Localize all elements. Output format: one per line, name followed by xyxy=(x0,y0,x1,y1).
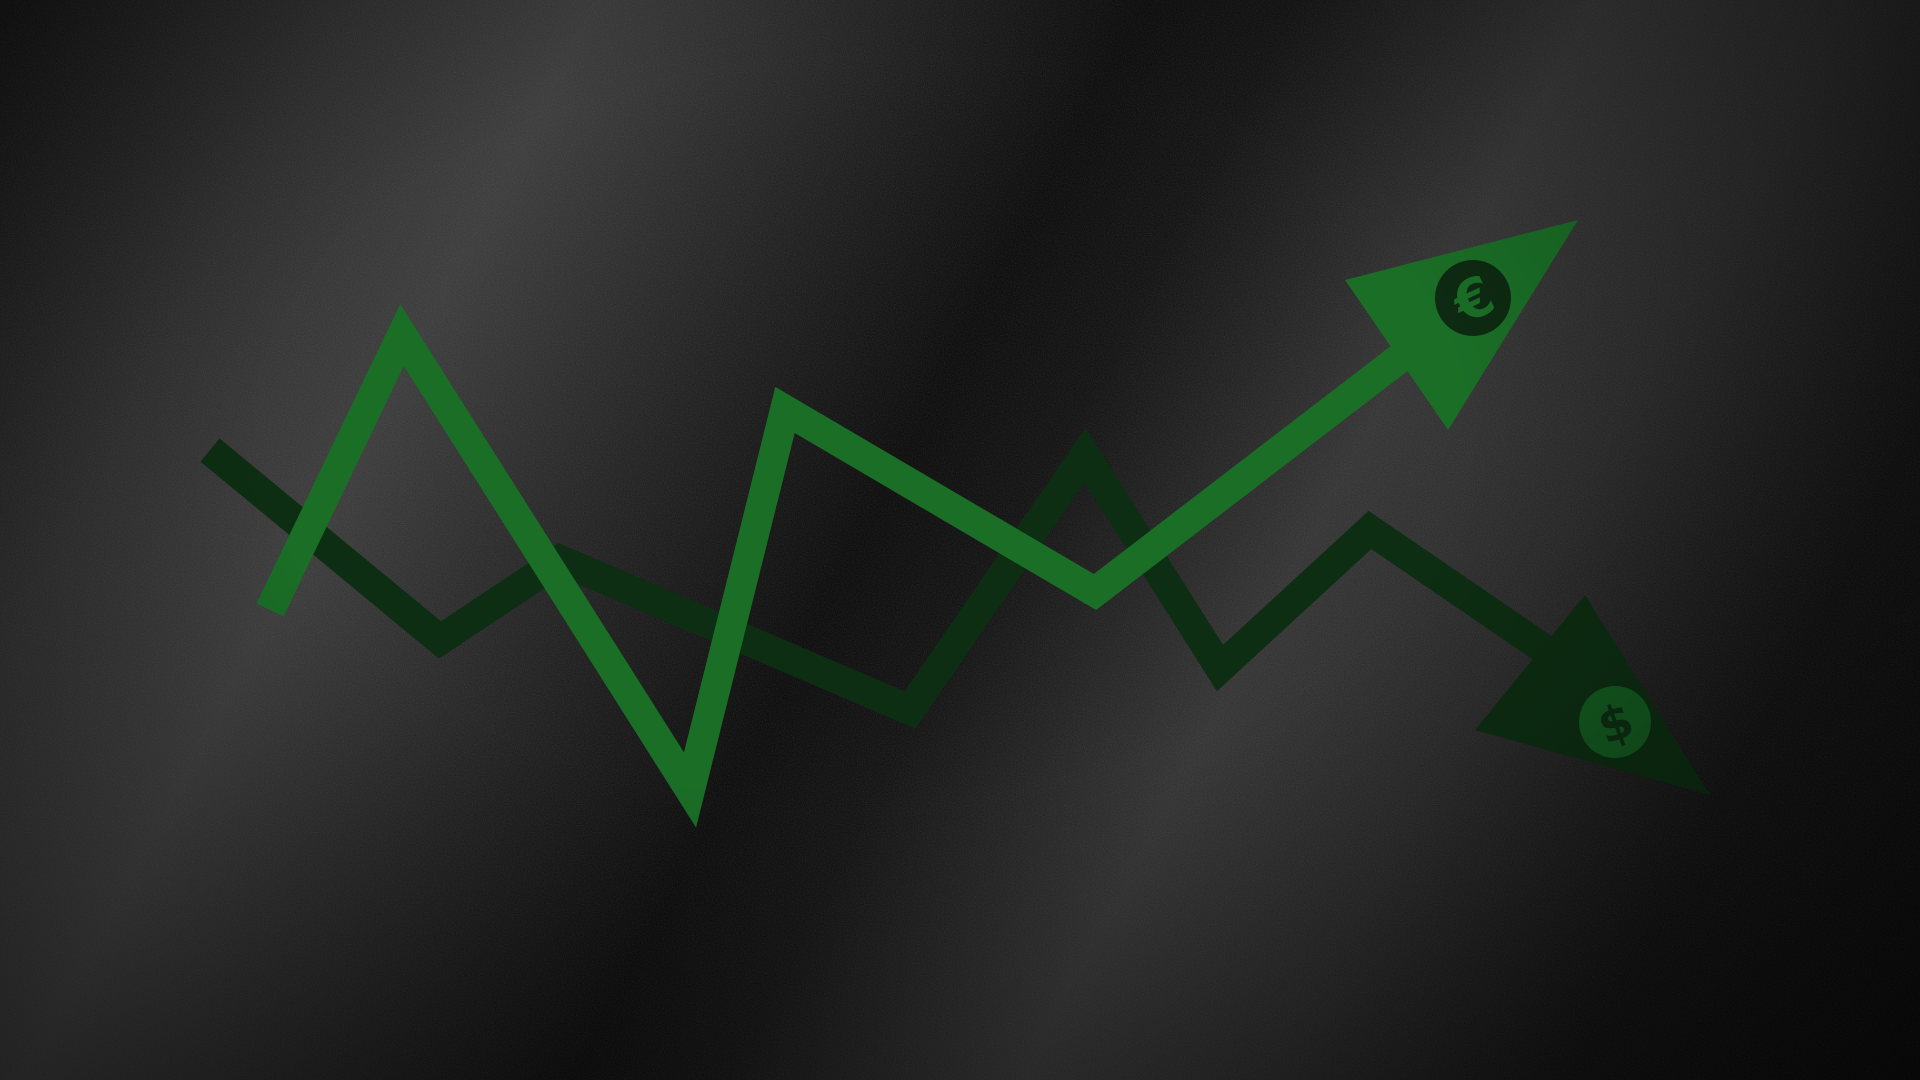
vignette-overlay xyxy=(0,0,1920,1080)
scene: $ € xyxy=(0,0,1920,1080)
